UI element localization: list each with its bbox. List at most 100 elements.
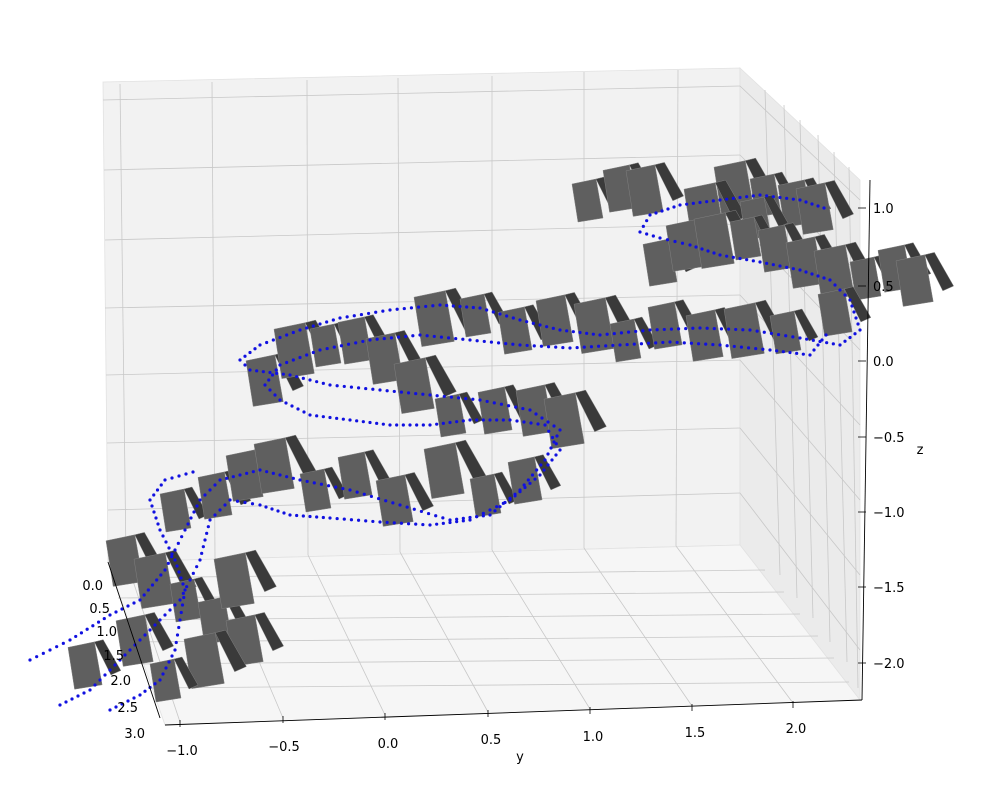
trajectory-point bbox=[848, 335, 852, 340]
trajectory-point bbox=[745, 258, 749, 262]
trajectory-point bbox=[696, 342, 701, 346]
camera-face bbox=[149, 658, 182, 703]
trajectory-point bbox=[82, 691, 86, 695]
trajectory-point bbox=[661, 340, 665, 345]
trajectory-point bbox=[711, 199, 715, 203]
trajectory-point bbox=[775, 349, 779, 353]
trajectory-point bbox=[335, 384, 339, 388]
trajectory-point bbox=[698, 326, 702, 330]
trajectory-point bbox=[546, 345, 551, 349]
trajectory-point bbox=[746, 346, 751, 350]
trajectory-point bbox=[535, 468, 539, 472]
trajectory-point bbox=[177, 625, 181, 630]
grid-line-side-horizontal bbox=[739, 85, 861, 201]
trajectory-point bbox=[448, 518, 452, 522]
trajectory-point bbox=[662, 327, 666, 332]
trajectory-point bbox=[415, 423, 419, 427]
trajectory-point bbox=[355, 419, 359, 423]
trajectory-point bbox=[369, 494, 374, 499]
trajectory-point bbox=[175, 633, 180, 637]
grid-line-floor-x bbox=[307, 554, 386, 716]
trajectory-point bbox=[565, 329, 569, 333]
trajectory-point bbox=[482, 339, 486, 344]
trajectory-point bbox=[734, 327, 738, 332]
trajectory-point bbox=[705, 200, 709, 204]
camera-face bbox=[507, 456, 543, 505]
trajectory-point bbox=[183, 588, 187, 592]
trajectory-point bbox=[582, 345, 586, 349]
trajectory-point bbox=[741, 328, 745, 332]
camera-side bbox=[924, 252, 954, 292]
trajectory-point bbox=[491, 310, 495, 314]
trajectory-point bbox=[64, 700, 68, 704]
trajectory-point bbox=[341, 486, 345, 491]
z-tick-label: 1.0 bbox=[873, 202, 894, 217]
trajectory-point bbox=[178, 598, 182, 602]
grid-line-side-horizontal bbox=[739, 294, 861, 426]
camera-face bbox=[337, 451, 373, 500]
trajectory-point bbox=[435, 422, 439, 426]
trajectory-point bbox=[371, 519, 375, 524]
trajectory-point bbox=[218, 508, 222, 512]
trajectory-point bbox=[163, 613, 167, 617]
trajectory-point bbox=[255, 369, 259, 373]
trajectory-point bbox=[368, 420, 372, 425]
trajectory-point bbox=[543, 458, 547, 462]
trajectory-point bbox=[170, 654, 174, 658]
grid-line-floor-x bbox=[491, 549, 591, 710]
trajectory-point bbox=[96, 620, 101, 624]
trajectory-point bbox=[132, 601, 136, 605]
trajectory-point bbox=[838, 288, 842, 292]
trajectory-point bbox=[188, 578, 192, 582]
trajectory-point bbox=[176, 541, 180, 545]
y-tick-label: 1.0 bbox=[583, 730, 604, 745]
trajectory-point bbox=[391, 501, 395, 505]
trajectory-point bbox=[639, 342, 644, 346]
trajectory-point bbox=[771, 195, 775, 199]
trajectory-point bbox=[98, 678, 102, 682]
trajectory-point bbox=[70, 697, 74, 701]
trajectory-point bbox=[148, 628, 152, 632]
trajectory-point bbox=[332, 345, 336, 349]
trajectory-point bbox=[402, 306, 406, 311]
trajectory-point bbox=[725, 197, 729, 201]
trajectory-point bbox=[385, 389, 389, 393]
trajectory-point bbox=[76, 694, 80, 698]
trajectory-point bbox=[361, 339, 365, 344]
trajectory-point bbox=[206, 525, 210, 529]
trajectory-point bbox=[349, 518, 354, 522]
trajectory-point bbox=[785, 265, 789, 269]
trajectory-point bbox=[828, 278, 832, 282]
trajectory-point bbox=[505, 314, 509, 318]
camera-face bbox=[213, 552, 255, 609]
trajectory-point bbox=[448, 520, 452, 525]
trajectory-point bbox=[203, 538, 207, 542]
trajectory-point bbox=[250, 502, 255, 506]
trajectory-point bbox=[335, 516, 339, 521]
trajectory-point bbox=[161, 534, 165, 538]
trajectory-point bbox=[850, 304, 854, 308]
trajectory-point bbox=[471, 397, 475, 401]
trajectory-point bbox=[475, 418, 479, 422]
trajectory-point bbox=[248, 350, 252, 355]
trajectory-point bbox=[352, 314, 356, 318]
grid-line-side-horizontal bbox=[739, 492, 861, 651]
trajectory-points bbox=[28, 193, 862, 712]
camera-side bbox=[424, 354, 457, 398]
trajectory-point bbox=[550, 458, 554, 462]
trajectory-point bbox=[546, 463, 550, 467]
trajectory-point bbox=[645, 219, 649, 223]
trajectory-point bbox=[192, 510, 196, 514]
z-tick-label: −2.0 bbox=[873, 657, 905, 672]
trajectory-point bbox=[508, 418, 512, 422]
trajectory-point bbox=[388, 308, 392, 312]
trajectory-point bbox=[298, 478, 302, 482]
trajectory-point bbox=[726, 327, 731, 331]
trajectory-point bbox=[761, 347, 765, 351]
trajectory-point bbox=[488, 513, 492, 517]
x-tick-label: 1.5 bbox=[103, 649, 124, 664]
trajectory-point bbox=[321, 381, 325, 385]
trajectory-point bbox=[618, 343, 622, 347]
trajectory-point bbox=[698, 200, 702, 205]
trajectory-point bbox=[514, 405, 518, 409]
